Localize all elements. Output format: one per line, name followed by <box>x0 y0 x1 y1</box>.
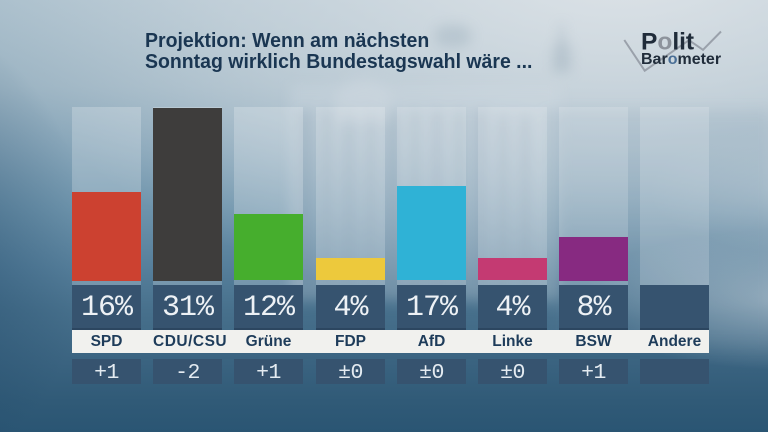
svg-text:Polit: Polit <box>641 29 694 56</box>
svg-text:Barometer: Barometer <box>641 51 721 68</box>
